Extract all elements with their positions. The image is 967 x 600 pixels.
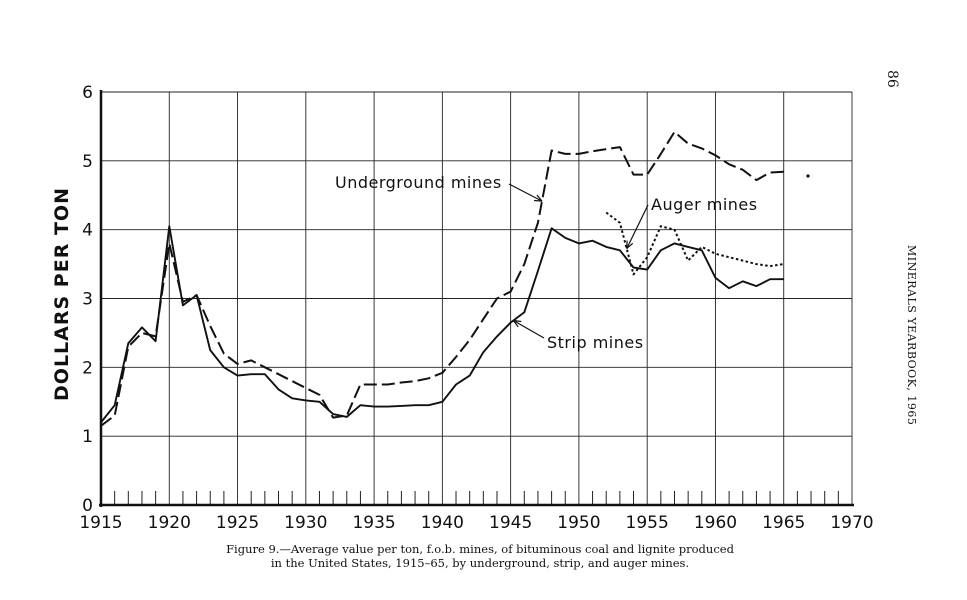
- underground-mines-line: [100, 130, 784, 427]
- auger-mines-arrowhead: [626, 240, 634, 250]
- x-tick-label: 1915: [79, 513, 122, 533]
- series-layer: [100, 130, 784, 427]
- x-tick-label: 1920: [148, 513, 191, 533]
- x-tick-label: 1950: [557, 513, 600, 533]
- x-tick-label: 1970: [830, 513, 873, 533]
- x-tick-label: 1935: [352, 513, 395, 533]
- strip-mines-label: Strip mines: [547, 333, 644, 352]
- strip-mines-arrowhead: [512, 319, 522, 328]
- x-tick-labels: 1915 1920 1925 1930 1935 1940 1945 1950 1955 1960…: [79, 513, 873, 533]
- grid: [101, 91, 853, 505]
- strip-mines-line: [100, 225, 784, 423]
- y-tick-label: 2: [82, 358, 93, 378]
- caption-line-2: in the United States, 1915–65, by underg…: [270, 556, 690, 570]
- x-tick-label: 1940: [421, 513, 464, 533]
- x-tick-label: 1960: [694, 513, 737, 533]
- running-head: MINERALS YEARBOOK, 1965: [905, 245, 918, 426]
- x-tick-label: 1955: [626, 513, 669, 533]
- strip-mines-leader: [513, 320, 545, 339]
- underground-mines-label: Underground mines: [335, 173, 502, 192]
- x-minor-ticks: [114, 491, 839, 505]
- y-tick-label: 4: [82, 221, 93, 241]
- y-tick-label: 3: [82, 290, 93, 310]
- y-tick-labels: 0 1 2 3 4 5 6: [82, 83, 93, 516]
- stray-mark: [806, 174, 810, 178]
- y-tick-label: 5: [82, 152, 93, 172]
- underground-mines-arrowhead: [534, 194, 543, 202]
- y-tick-label: 6: [82, 83, 93, 103]
- y-tick-label: 1: [82, 427, 93, 447]
- underground-mines-leader: [508, 183, 543, 202]
- annotations: Underground mines Auger mines Strip mines: [335, 173, 758, 352]
- caption-line-1: Figure 9.—Average value per ton, f.o.b. …: [226, 542, 734, 556]
- x-tick-label: 1965: [762, 513, 805, 533]
- page-number: 86: [884, 70, 900, 88]
- y-tick-label: 0: [82, 496, 93, 516]
- axes: [99, 90, 854, 507]
- figure-caption: Figure 9.—Average value per ton, f.o.b. …: [180, 542, 780, 570]
- auger-mines-label: Auger mines: [651, 195, 758, 214]
- x-tick-label: 1945: [489, 513, 532, 533]
- y-axis-label: DOLLARS PER TON: [51, 187, 73, 401]
- auger-mines-leader: [626, 204, 649, 249]
- x-tick-label: 1925: [216, 513, 259, 533]
- x-tick-label: 1930: [284, 513, 327, 533]
